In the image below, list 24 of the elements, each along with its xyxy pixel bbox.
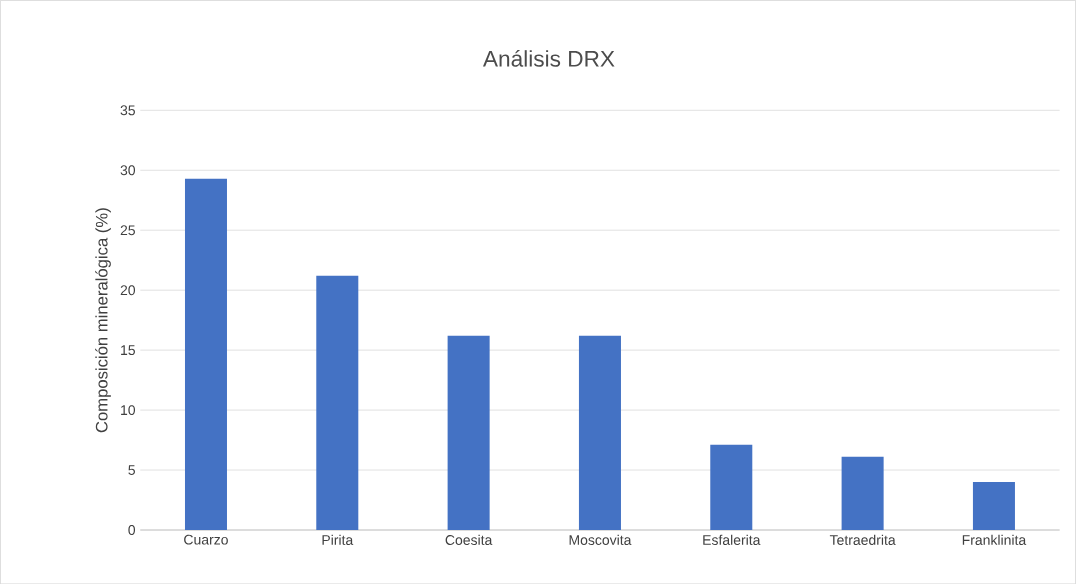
y-tick-label: 20 [120,285,136,295]
bar [316,275,359,530]
x-tick-label: Cuarzo [184,534,228,545]
y-tick-label: 30 [120,165,136,176]
bar [972,481,1015,530]
x-tick-label: Tetraedrita [829,534,896,545]
bar [184,178,227,530]
bar [447,335,490,530]
y-tick-label: 0 [128,524,136,535]
y-tick-label: 10 [121,404,136,415]
y-tick-label: 35 [120,105,135,116]
x-tick-label: Coesita [445,534,493,545]
x-tick-label: Esfalerita [703,534,761,545]
y-axis-title: Composición mineralógica (%) [95,208,111,433]
x-tick-label: Moscovita [569,534,632,545]
y-tick-label: 15 [121,345,135,355]
y-tick-label: 25 [120,225,135,236]
x-tick-label: Pirita [322,534,354,545]
y-tick-label: 5 [128,465,135,475]
x-tick-label: Franklinita [962,534,1027,545]
bar [578,335,621,530]
chart-title: Análisis DRX [482,49,615,67]
bar [710,444,753,530]
bar [841,456,884,530]
